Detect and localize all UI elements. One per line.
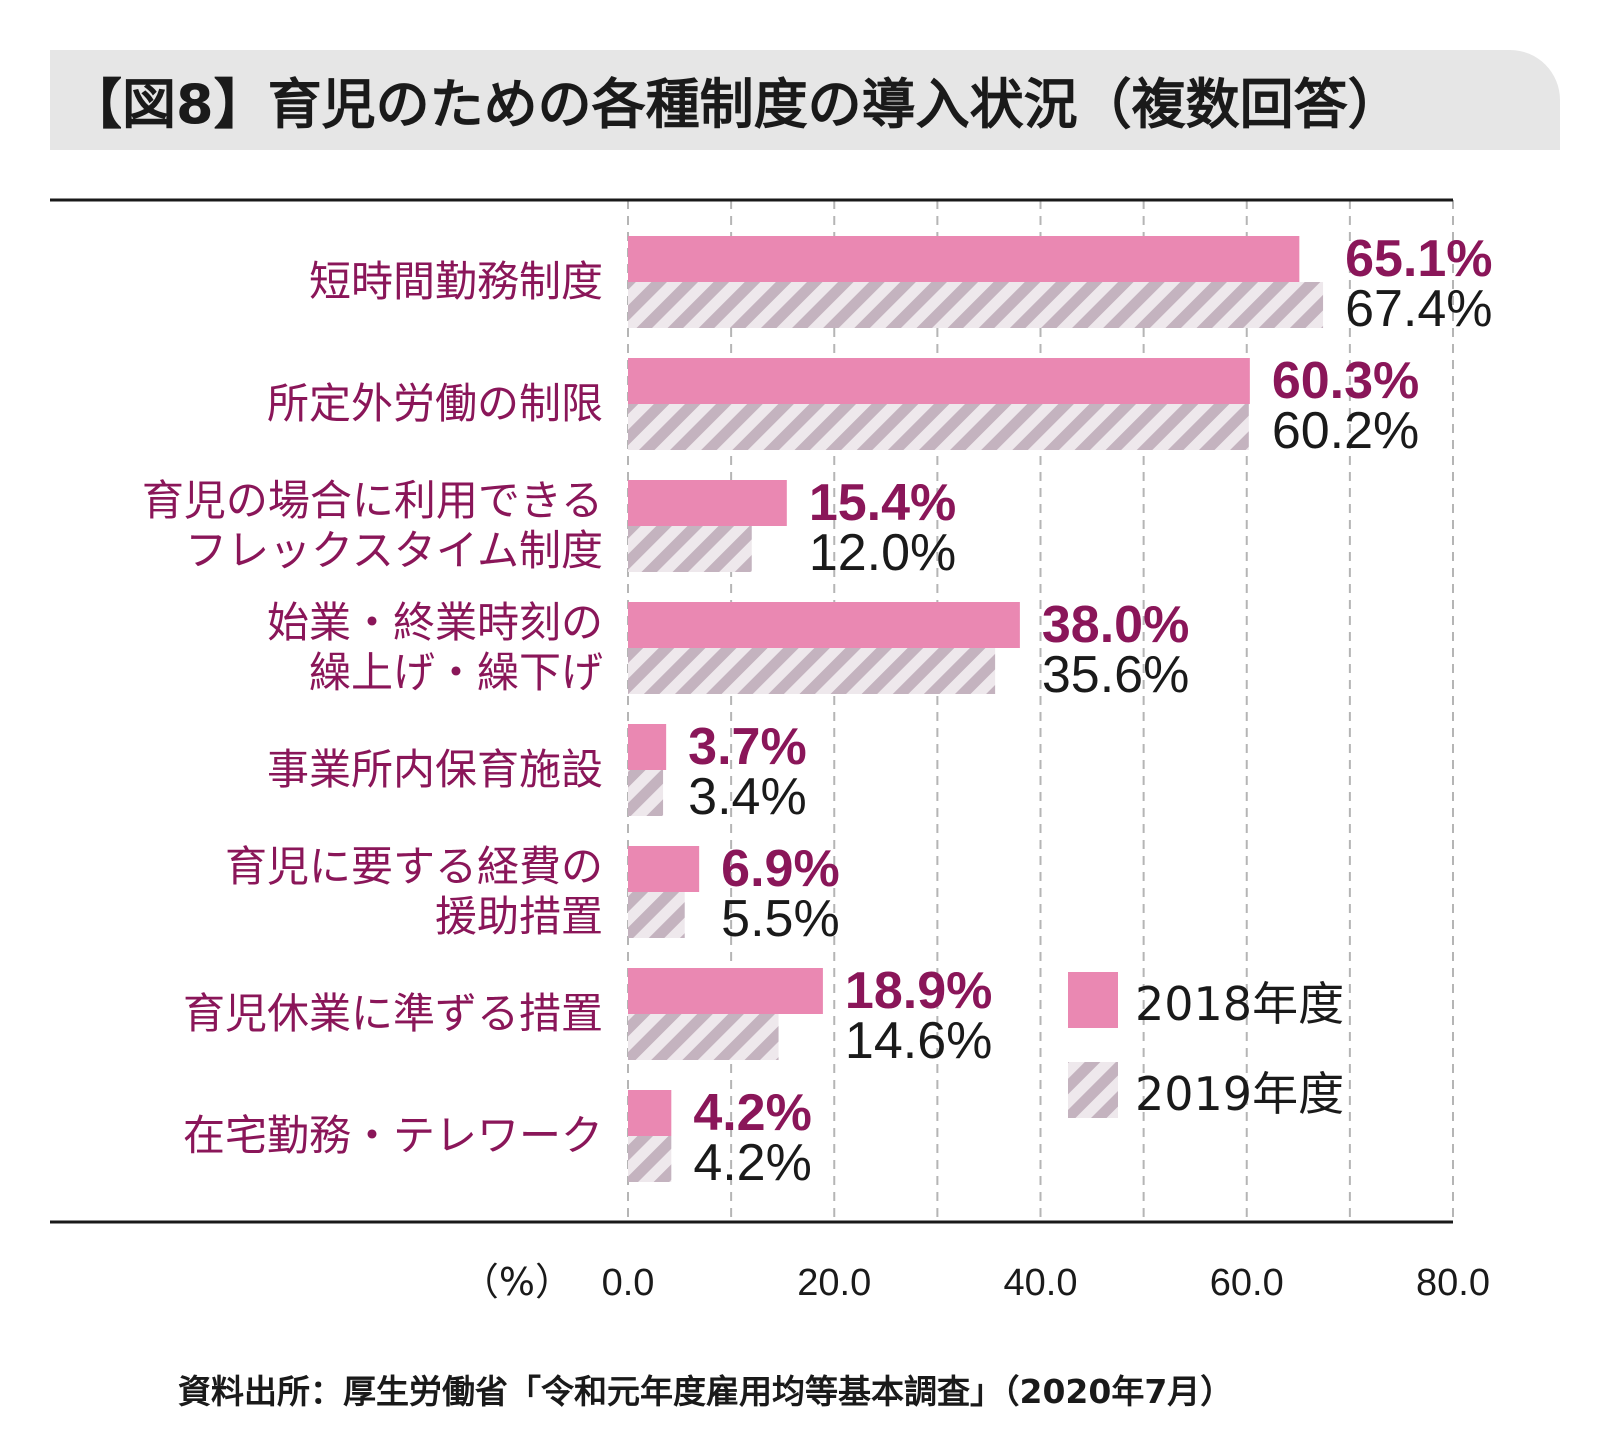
- bar-2018: [628, 1090, 672, 1136]
- x-tick-label: 40.0: [1004, 1262, 1078, 1304]
- value-label-2018: 4.2%: [693, 1084, 812, 1142]
- category-label: フレックスタイム制度: [185, 526, 603, 575]
- x-axis-unit: （%）: [461, 1260, 573, 1304]
- x-tick-label: 80.0: [1416, 1262, 1490, 1304]
- bar-2019: [628, 1014, 779, 1060]
- bar-2018: [628, 968, 823, 1014]
- value-label-2019: 5.5%: [721, 890, 840, 948]
- category-label: 援助措置: [435, 892, 603, 941]
- value-label-2018: 60.3%: [1272, 352, 1419, 410]
- value-label-2018: 18.9%: [845, 962, 992, 1020]
- bar-2019: [628, 526, 752, 572]
- bar-2018: [628, 724, 667, 770]
- bar-2018: [628, 358, 1250, 404]
- value-label-2019: 4.2%: [693, 1134, 812, 1192]
- x-tick-label: 60.0: [1210, 1262, 1284, 1304]
- category-label: 短時間勤務制度: [309, 257, 603, 306]
- category-label: 在宅勤務・テレワーク: [183, 1111, 603, 1160]
- value-label-2018: 15.4%: [809, 474, 956, 532]
- bar-2019: [628, 282, 1324, 328]
- bar-2019: [628, 404, 1249, 450]
- legend-label-2018: 2018年度: [1135, 977, 1344, 1031]
- value-label-2019: 67.4%: [1345, 280, 1492, 338]
- value-label-2018: 3.7%: [688, 718, 807, 776]
- category-label: 育児に要する経費の: [225, 842, 603, 891]
- value-label-2019: 12.0%: [809, 524, 956, 582]
- category-label: 育児休業に準ずる措置: [183, 989, 603, 1038]
- category-label: 育児の場合に利用できる: [142, 476, 603, 525]
- x-tick-label: 0.0: [602, 1262, 655, 1304]
- title-banner: [50, 50, 1560, 150]
- source-note: 資料出所：厚生労働省「令和元年度雇用均等基本調査」（2020年7月）: [178, 1372, 1234, 1411]
- value-label-2019: 35.6%: [1042, 646, 1189, 704]
- category-label: 所定外労働の制限: [267, 379, 603, 428]
- category-label: 始業・終業時刻の: [267, 598, 603, 647]
- bar-2019: [628, 770, 664, 816]
- value-label-2019: 3.4%: [688, 768, 807, 826]
- bar-chart: 65.1%67.4% 短時間勤務制度 60.3%60.2% 所定外労働の制限 15.4%…: [50, 198, 1493, 1304]
- bar-2019: [628, 1136, 672, 1182]
- value-label-2019: 14.6%: [845, 1012, 992, 1070]
- x-tick-label: 20.0: [797, 1262, 871, 1304]
- category-label: 繰上げ・繰下げ: [309, 648, 603, 697]
- value-label-2019: 60.2%: [1272, 402, 1419, 460]
- value-label-2018: 6.9%: [721, 840, 840, 898]
- category-label: 事業所内保育施設: [267, 745, 603, 794]
- legend-label-2019: 2019年度: [1135, 1067, 1344, 1121]
- value-label-2018: 65.1%: [1345, 230, 1492, 288]
- bar-2018: [628, 846, 700, 892]
- bar-2018: [628, 480, 787, 526]
- legend-swatch-2019: [1068, 1062, 1118, 1118]
- bar-2019: [628, 892, 685, 938]
- bar-2018: [628, 602, 1020, 648]
- chart-title: 【図8】育児のための各種制度の導入状況（複数回答）: [68, 73, 1402, 136]
- legend-swatch-2018: [1068, 972, 1118, 1028]
- bar-2018: [628, 236, 1300, 282]
- bar-2019: [628, 648, 996, 694]
- value-label-2018: 38.0%: [1042, 596, 1189, 654]
